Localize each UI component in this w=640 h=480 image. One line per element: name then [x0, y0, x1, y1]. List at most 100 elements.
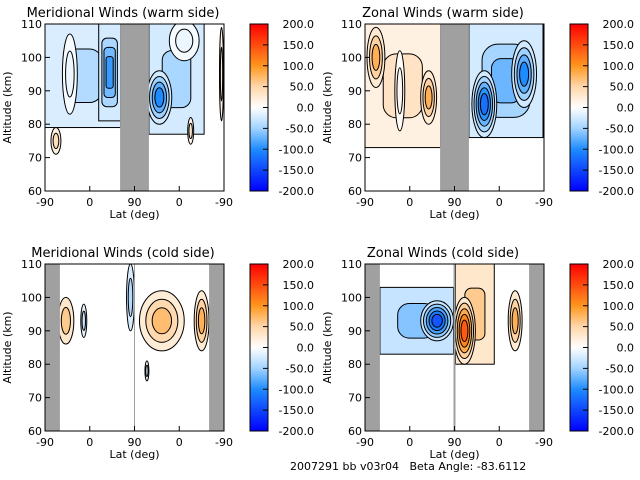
y-tick-label: 60 — [348, 425, 362, 438]
x-tick-label: -90 — [535, 436, 553, 449]
panel-title: Meridional Winds (cold side) — [31, 246, 214, 261]
y-tick-label: 70 — [348, 152, 362, 165]
y-tick-label: 70 — [28, 152, 42, 165]
colorbar-tick-label: -100.0 — [599, 383, 634, 396]
contour-level — [52, 132, 60, 150]
contour-level — [460, 319, 469, 342]
x-tick-label: 0 — [176, 196, 183, 209]
plot-area — [45, 24, 224, 191]
x-tick-label: 90 — [448, 436, 462, 449]
contour-level — [175, 28, 194, 53]
panel-title: Zonal Winds (warm side) — [362, 6, 524, 21]
y-axis-label: Altitude (km) — [321, 311, 334, 383]
colorbar-tick-label: -50.0 — [286, 122, 314, 135]
x-tick-label: 0 — [406, 436, 413, 449]
x-axis-label: Lat (deg) — [110, 448, 160, 461]
contour-level — [105, 56, 114, 89]
x-tick-label: 90 — [448, 196, 462, 209]
contour-level — [81, 310, 86, 331]
footer-label: 2007291 bb v03r04 Beta Angle: -83.6112 — [290, 460, 527, 473]
x-tick-label: 0 — [496, 196, 503, 209]
y-tick-label: 90 — [348, 85, 362, 98]
y-tick-label: 90 — [28, 85, 42, 98]
x-tick-label: 0 — [406, 196, 413, 209]
x-tick-label: -90 — [535, 196, 553, 209]
colorbar-tick-label: -150.0 — [599, 164, 634, 177]
no-data-region — [120, 24, 149, 191]
contour-level — [197, 307, 206, 335]
colorbar-tick-label: 200.0 — [283, 18, 315, 31]
panel-title: Zonal Winds (cold side) — [367, 246, 519, 261]
colorbar-tick-label: -100.0 — [279, 143, 314, 156]
y-axis-label: Altitude (km) — [321, 71, 334, 143]
colorbar-tick-label: 100.0 — [283, 300, 315, 313]
colorbar-tick-label: 50.0 — [610, 321, 635, 334]
colorbar-tick-label: 0.0 — [617, 342, 635, 355]
colorbar-tick-label: 150.0 — [603, 279, 635, 292]
colorbar-tick-label: -100.0 — [599, 143, 634, 156]
y-tick-label: 110 — [341, 258, 362, 271]
y-tick-label: 110 — [21, 258, 42, 271]
contour-level — [371, 43, 381, 71]
colorbar-tick-label: -200.0 — [279, 425, 314, 438]
contour-level — [396, 67, 404, 115]
x-tick-label: -90 — [356, 436, 374, 449]
y-tick-label: 90 — [28, 325, 42, 338]
colorbar-tick-label: 200.0 — [603, 18, 635, 31]
colorbar-tick-label: 100.0 — [603, 300, 635, 313]
y-tick-label: 80 — [28, 358, 42, 371]
no-data-region — [134, 264, 135, 431]
colorbar-tick-label: 0.0 — [297, 102, 315, 115]
x-tick-label: 0 — [176, 436, 183, 449]
y-tick-label: 100 — [21, 51, 42, 64]
y-tick-label: 80 — [348, 358, 362, 371]
y-tick-label: 60 — [28, 185, 42, 198]
y-tick-label: 90 — [348, 325, 362, 338]
colorbar-tick-label: -50.0 — [606, 362, 634, 375]
y-axis-label: Altitude (km) — [1, 71, 14, 143]
y-tick-label: 60 — [348, 185, 362, 198]
x-tick-label: -90 — [36, 436, 54, 449]
colorbar-tick-label: 50.0 — [610, 81, 635, 94]
contour-level — [60, 306, 71, 335]
contour-level — [519, 61, 530, 87]
contour-level — [145, 364, 149, 378]
x-axis-label: Lat (deg) — [110, 208, 160, 221]
no-data-region — [440, 24, 469, 191]
x-tick-label: -90 — [215, 436, 233, 449]
x-tick-label: 0 — [86, 436, 93, 449]
contour-level — [431, 313, 443, 328]
colorbar-tick-label: 100.0 — [283, 60, 315, 73]
y-axis-label: Altitude (km) — [1, 311, 14, 383]
colorbar-tick-label: -200.0 — [599, 185, 634, 198]
colorbar-tick-label: 0.0 — [297, 342, 315, 355]
colorbar-tick-label: 150.0 — [603, 39, 635, 52]
y-tick-label: 100 — [341, 291, 362, 304]
y-tick-label: 80 — [28, 118, 42, 131]
x-tick-label: -90 — [36, 196, 54, 209]
panel-title: Meridional Winds (warm side) — [27, 6, 220, 21]
y-tick-label: 110 — [21, 18, 42, 31]
plot-area — [45, 264, 224, 431]
no-data-region — [365, 264, 380, 431]
colorbar-tick-label: 0.0 — [617, 102, 635, 115]
colorbar-tick-label: -150.0 — [599, 404, 634, 417]
x-tick-label: 0 — [496, 436, 503, 449]
x-tick-label: 90 — [128, 196, 142, 209]
contour-level — [219, 46, 224, 102]
y-tick-label: 80 — [348, 118, 362, 131]
y-tick-label: 60 — [28, 425, 42, 438]
colorbar-tick-label: -150.0 — [279, 404, 314, 417]
colorbar-tick-label: 200.0 — [283, 258, 315, 271]
contour-level — [151, 307, 173, 335]
y-tick-label: 110 — [341, 18, 362, 31]
x-tick-label: 0 — [86, 196, 93, 209]
y-tick-label: 100 — [341, 51, 362, 64]
contour-level — [127, 277, 134, 318]
contour-level — [65, 50, 75, 98]
colorbar-tick-label: -200.0 — [279, 185, 314, 198]
colorbar-tick-label: 50.0 — [290, 81, 315, 94]
